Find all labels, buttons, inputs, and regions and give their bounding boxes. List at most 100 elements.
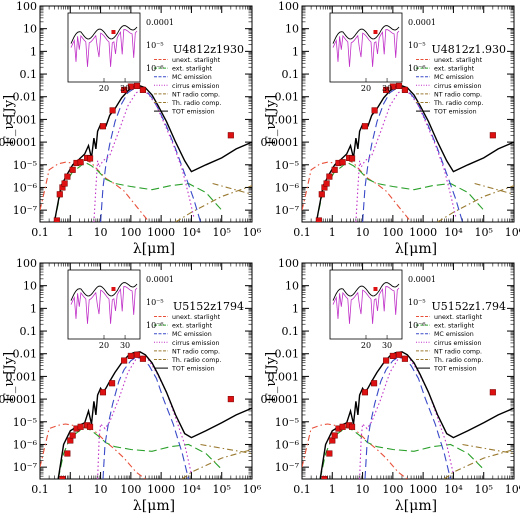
legend-label: cirrus emission bbox=[172, 83, 219, 90]
observed-point bbox=[59, 475, 66, 479]
plot-frame bbox=[39, 5, 253, 223]
series-line bbox=[40, 158, 150, 222]
y-tick-label: 1 bbox=[292, 45, 299, 58]
x-tick-label: 10⁶ bbox=[243, 483, 262, 496]
y-tick-label: 0.0001 bbox=[261, 136, 300, 149]
observed-point bbox=[99, 389, 107, 396]
observed-point bbox=[329, 437, 336, 444]
plot-frame bbox=[39, 262, 253, 480]
series-line bbox=[57, 426, 223, 479]
observed-point bbox=[489, 389, 496, 396]
x-tick-label: 1 bbox=[67, 226, 74, 239]
series-line bbox=[53, 85, 252, 222]
legend-label: MC emission bbox=[172, 74, 212, 81]
x-tick-label: 1000 bbox=[409, 226, 437, 239]
observed-point bbox=[69, 432, 76, 439]
x-tick-label: 10⁵ bbox=[213, 483, 231, 496]
x-tick-label: 10⁵ bbox=[475, 226, 493, 239]
observed-point bbox=[127, 83, 134, 90]
y-tick-label: 10 bbox=[285, 280, 299, 293]
y-tick-label: 10⁻⁷ bbox=[13, 204, 38, 217]
galaxy-name: U5152z1.794 bbox=[431, 300, 506, 313]
legend-label: TOT emission bbox=[171, 366, 215, 373]
inset-y-tick-label: 10⁻⁵ bbox=[146, 298, 164, 307]
y-tick-label: 1 bbox=[292, 302, 299, 315]
observed-point bbox=[401, 86, 408, 93]
inset-cirrus-line bbox=[70, 29, 138, 67]
x-axis-label: λ[μm] bbox=[133, 498, 175, 514]
legend-label: ext. starlight bbox=[172, 323, 213, 330]
legend-label: NT radio comp. bbox=[172, 91, 220, 98]
observed-point bbox=[87, 155, 94, 162]
legend-label: Th. radio comp. bbox=[433, 357, 483, 364]
observed-point bbox=[371, 107, 378, 114]
y-tick-label: 0.01 bbox=[275, 91, 300, 104]
inset-y-tick-label: 10⁻⁶ bbox=[146, 321, 164, 330]
y-tick-label: 10⁻⁷ bbox=[275, 461, 300, 474]
curves bbox=[302, 351, 514, 479]
inset-frame bbox=[329, 269, 403, 340]
observed-point bbox=[395, 82, 403, 89]
inset-tick-label: 30 bbox=[120, 84, 130, 93]
observed-point bbox=[331, 166, 338, 173]
x-tick-label: 1 bbox=[67, 483, 74, 496]
observed-point bbox=[339, 423, 346, 430]
x-axis-label: λ[μm] bbox=[133, 241, 175, 257]
x-tick-label: 1000 bbox=[147, 483, 175, 496]
observed-point bbox=[109, 107, 116, 114]
observed-point bbox=[121, 86, 128, 93]
x-tick-label: 1000 bbox=[409, 483, 437, 496]
x-tick-label: 1 bbox=[329, 226, 336, 239]
observed-point bbox=[489, 132, 496, 139]
observed-point bbox=[77, 423, 84, 430]
inset-tick-label: 20 bbox=[99, 84, 109, 93]
inset-frame bbox=[67, 12, 141, 83]
x-tick-label: 100 bbox=[120, 483, 141, 496]
legend-label: NT radio comp. bbox=[172, 348, 220, 355]
y-tick-label: 10⁻⁶ bbox=[275, 438, 300, 451]
y-axis-label: F_ν [Jy] bbox=[2, 95, 17, 145]
observed-point bbox=[53, 217, 60, 222]
x-axis-label: λ[μm] bbox=[395, 498, 437, 514]
legend-label: MC emission bbox=[172, 331, 212, 338]
observed-point bbox=[361, 123, 369, 130]
inset-observed-point bbox=[373, 30, 378, 34]
series-line bbox=[443, 448, 514, 479]
x-tick-label: 10⁶ bbox=[505, 226, 520, 239]
observed-point bbox=[401, 355, 408, 362]
y-axis-label: F_ν [Jy] bbox=[264, 352, 279, 402]
chart-panel-4: 0.1 1 10 100 1000 10⁴ 10⁵ 10⁶ 10⁻⁷ 10⁻⁶ 10⁻⁵ 0.0001… bbox=[261, 257, 520, 514]
inset-total-line bbox=[70, 282, 138, 301]
inset-y-tick-label: 10⁻⁵ bbox=[146, 41, 164, 50]
series-line bbox=[93, 89, 195, 222]
observed-point bbox=[349, 155, 356, 162]
series-line bbox=[175, 185, 252, 222]
observed-point bbox=[139, 86, 146, 93]
inset-y-tick-label: 0.0001 bbox=[408, 18, 436, 27]
y-tick-label: 10⁻⁶ bbox=[13, 438, 38, 451]
series-line bbox=[53, 161, 223, 222]
legend-label: ext. starlight bbox=[434, 323, 475, 330]
y-tick-label: 0.0001 bbox=[0, 393, 37, 406]
observed-point bbox=[64, 450, 71, 457]
y-tick-label: 10⁻⁷ bbox=[13, 461, 38, 474]
x-tick-label: 10⁶ bbox=[505, 483, 520, 496]
x-axis-label: λ[μm] bbox=[395, 241, 437, 257]
inset-frame bbox=[329, 12, 403, 83]
legend-label: NT radio comp. bbox=[434, 91, 482, 98]
chart-panel-1: 0.1 1 10 100 1000 10⁴ 10⁵ 10⁶ 10⁻⁷ 10⁻⁶ 10⁻⁵ 0.0001… bbox=[0, 0, 262, 257]
observed-point bbox=[318, 191, 325, 198]
legend-label: Th. radio comp. bbox=[171, 100, 221, 107]
x-tick-label: 10⁴ bbox=[444, 226, 463, 239]
observed-point bbox=[361, 389, 369, 396]
observed-point bbox=[227, 396, 234, 403]
inset-y-tick-label: 10⁻⁵ bbox=[408, 298, 426, 307]
inset-y-tick-label: 0.0001 bbox=[146, 275, 174, 284]
y-tick-label: 10 bbox=[285, 23, 299, 36]
inset-cirrus-line bbox=[70, 286, 138, 324]
observed-point bbox=[339, 159, 346, 166]
inset-total-line bbox=[332, 25, 400, 44]
